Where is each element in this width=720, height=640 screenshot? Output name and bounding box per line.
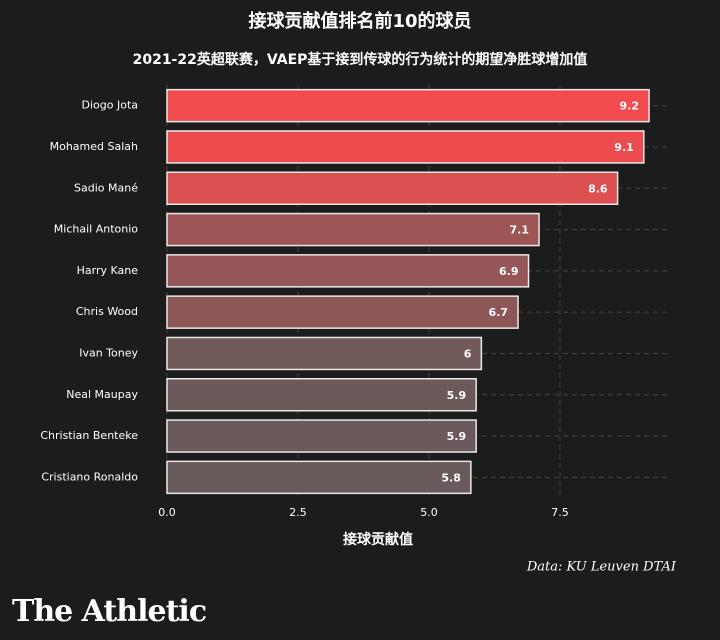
y-tick-label: Ivan Toney: [79, 346, 138, 359]
chart-title: 接球贡献值排名前10的球员: [248, 10, 471, 32]
y-tick-label: Cristiano Ronaldo: [41, 470, 138, 483]
x-axis-label: 接球贡献值: [343, 531, 413, 548]
value-label: 8.6: [588, 182, 608, 195]
value-label: 5.9: [447, 389, 467, 402]
value-label: 7.1: [510, 224, 530, 237]
value-label: 9.1: [614, 141, 634, 154]
value-label: 6.9: [499, 265, 519, 278]
bar: [166, 460, 472, 495]
bar: [166, 336, 483, 371]
y-tick-label: Sadio Mané: [74, 181, 138, 194]
x-tick-label: 0.0: [158, 506, 176, 519]
bar: [166, 419, 477, 453]
bar: [166, 171, 619, 205]
y-tick-label: Diogo Jota: [82, 99, 139, 112]
value-label: 5.8: [441, 471, 461, 484]
y-tick-label: Harry Kane: [77, 264, 139, 277]
bar: [166, 130, 645, 164]
y-tick-label: Chris Wood: [76, 305, 138, 318]
value-label: 9.2: [620, 100, 640, 113]
y-tick-label: Neal Maupay: [66, 388, 138, 401]
source: Data: KU Leuven DTAI: [526, 560, 677, 575]
x-tick-label: 7.5: [551, 506, 569, 519]
brand-logo: The Athletic: [12, 594, 206, 629]
bar: [166, 212, 540, 247]
y-tick-label: Michail Antonio: [54, 223, 138, 236]
bar: [166, 88, 650, 123]
bar: [166, 254, 530, 288]
chart-subtitle: 2021-22英超联赛，VAEP基于接到传球的行为统计的期望净胜球增加值: [133, 51, 588, 68]
value-label: 5.9: [447, 430, 467, 443]
bar: [166, 295, 519, 329]
y-tick-label: Christian Benteke: [40, 429, 138, 442]
value-label: 6.7: [489, 306, 509, 319]
x-tick-label: 2.5: [289, 506, 307, 519]
x-tick-label: 5.0: [420, 506, 438, 519]
bar: [166, 378, 477, 412]
value-label: 6: [464, 347, 472, 360]
y-tick-label: Mohamed Salah: [50, 140, 138, 153]
